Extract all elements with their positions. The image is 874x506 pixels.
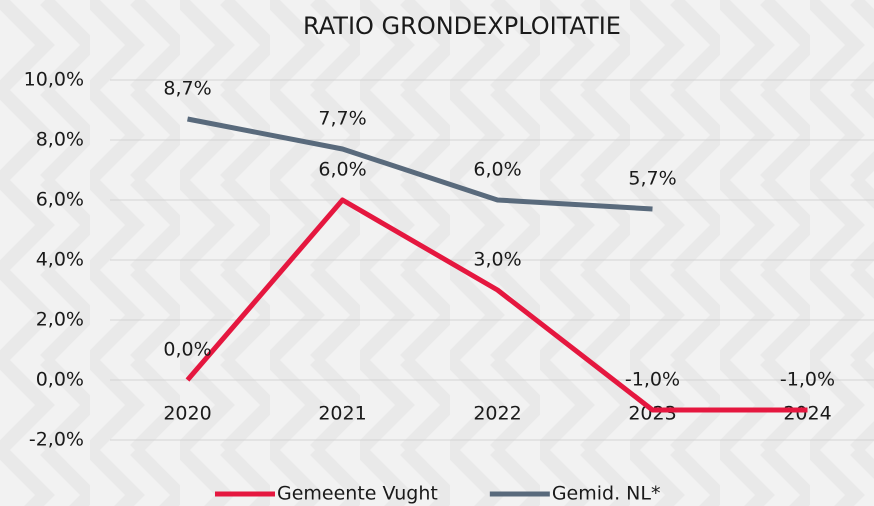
y-tick-label: 0,0% (36, 369, 84, 391)
y-tick-label: 4,0% (36, 249, 84, 271)
chart-title: RATIO GRONDEXPLOITATIE (303, 12, 621, 40)
x-tick-label: 2020 (163, 403, 211, 425)
y-tick-label: 8,0% (36, 129, 84, 151)
y-tick-label: 6,0% (36, 189, 84, 211)
data-label: 5,7% (628, 168, 676, 190)
legend-label: Gemid. NL* (552, 483, 661, 505)
data-label: 3,0% (473, 249, 521, 271)
data-label: 6,0% (473, 159, 521, 181)
y-tick-label: -2,0% (29, 429, 84, 451)
data-label: -1,0% (780, 369, 835, 391)
data-label: -1,0% (625, 369, 680, 391)
x-tick-label: 2022 (473, 403, 521, 425)
data-label: 7,7% (318, 108, 366, 130)
data-label: 6,0% (318, 159, 366, 181)
data-label: 0,0% (163, 339, 211, 361)
legend-label: Gemeente Vught (277, 483, 438, 505)
y-tick-label: 2,0% (36, 309, 84, 331)
x-tick-label: 2023 (628, 403, 676, 425)
data-label: 8,7% (163, 78, 211, 100)
series-line (185, 197, 808, 413)
y-tick-label: 10,0% (24, 69, 84, 91)
x-tick-label: 2024 (783, 403, 831, 425)
series-line (187, 116, 653, 212)
x-tick-label: 2021 (318, 403, 366, 425)
